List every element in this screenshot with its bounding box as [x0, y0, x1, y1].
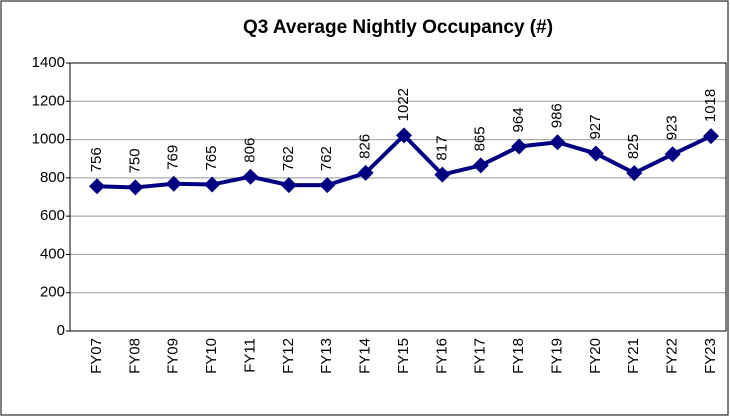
marker — [127, 179, 144, 196]
y-tick-label: 0 — [57, 322, 65, 339]
y-tick-label: 200 — [40, 284, 65, 301]
marker — [89, 178, 105, 195]
x-tick-label: FY10 — [203, 338, 220, 374]
marker — [703, 128, 719, 145]
marker — [434, 166, 451, 183]
x-tick-label: FY08 — [126, 338, 143, 374]
x-tick-label: FY16 — [433, 338, 450, 374]
x-tick-label: FY20 — [587, 338, 604, 374]
data-label: 750 — [126, 148, 143, 173]
x-tick-label: FY22 — [664, 338, 681, 374]
marker — [664, 146, 681, 163]
x-tick-label: FY07 — [88, 338, 105, 374]
x-tick-label: FY23 — [702, 338, 719, 374]
marker — [319, 177, 336, 194]
data-label: 923 — [664, 115, 681, 140]
y-tick-label: 600 — [40, 207, 65, 224]
x-tick-label: FY21 — [625, 338, 642, 374]
plot-frame — [69, 62, 727, 332]
chart-title: Q3 Average Nightly Occupancy (#) — [243, 17, 553, 38]
marker — [626, 165, 643, 182]
marker — [165, 175, 182, 192]
data-label: 756 — [88, 147, 105, 172]
y-tick-label: 1200 — [32, 92, 65, 109]
data-label: 765 — [203, 146, 220, 171]
marker — [472, 157, 489, 174]
x-tick-label: FY14 — [357, 338, 374, 374]
data-label: 806 — [241, 138, 258, 163]
marker — [204, 176, 221, 193]
marker — [587, 145, 604, 162]
y-tick-label: 400 — [40, 245, 65, 262]
marker — [280, 177, 297, 194]
y-tick-label: 1400 — [32, 54, 65, 71]
marker — [511, 138, 528, 155]
data-label: 964 — [510, 107, 527, 132]
marker — [396, 127, 412, 144]
marker — [242, 168, 259, 185]
x-tick-label: FY12 — [280, 338, 297, 374]
x-tick-label: FY15 — [395, 338, 412, 374]
data-label: 762 — [318, 146, 335, 171]
data-label: 1018 — [702, 89, 719, 122]
y-tick-label: 800 — [40, 169, 65, 186]
data-label: 927 — [587, 115, 604, 140]
x-tick-label: FY17 — [472, 338, 489, 374]
x-tick-label: FY09 — [165, 338, 182, 374]
data-label: 986 — [548, 103, 565, 128]
data-label: 769 — [165, 145, 182, 170]
data-label: 762 — [280, 146, 297, 171]
x-tick-label: FY11 — [241, 338, 258, 373]
data-label: 826 — [357, 134, 374, 159]
data-label: 1022 — [395, 88, 412, 121]
x-tick-label: FY13 — [318, 338, 335, 374]
x-tick-label: FY19 — [548, 338, 565, 374]
y-tick-label: 1000 — [32, 131, 65, 148]
marker — [357, 164, 374, 181]
marker — [549, 134, 566, 151]
data-label: 825 — [625, 134, 642, 159]
data-label: 865 — [472, 126, 489, 151]
x-tick-label: FY18 — [510, 338, 527, 374]
data-label: 817 — [433, 136, 450, 161]
